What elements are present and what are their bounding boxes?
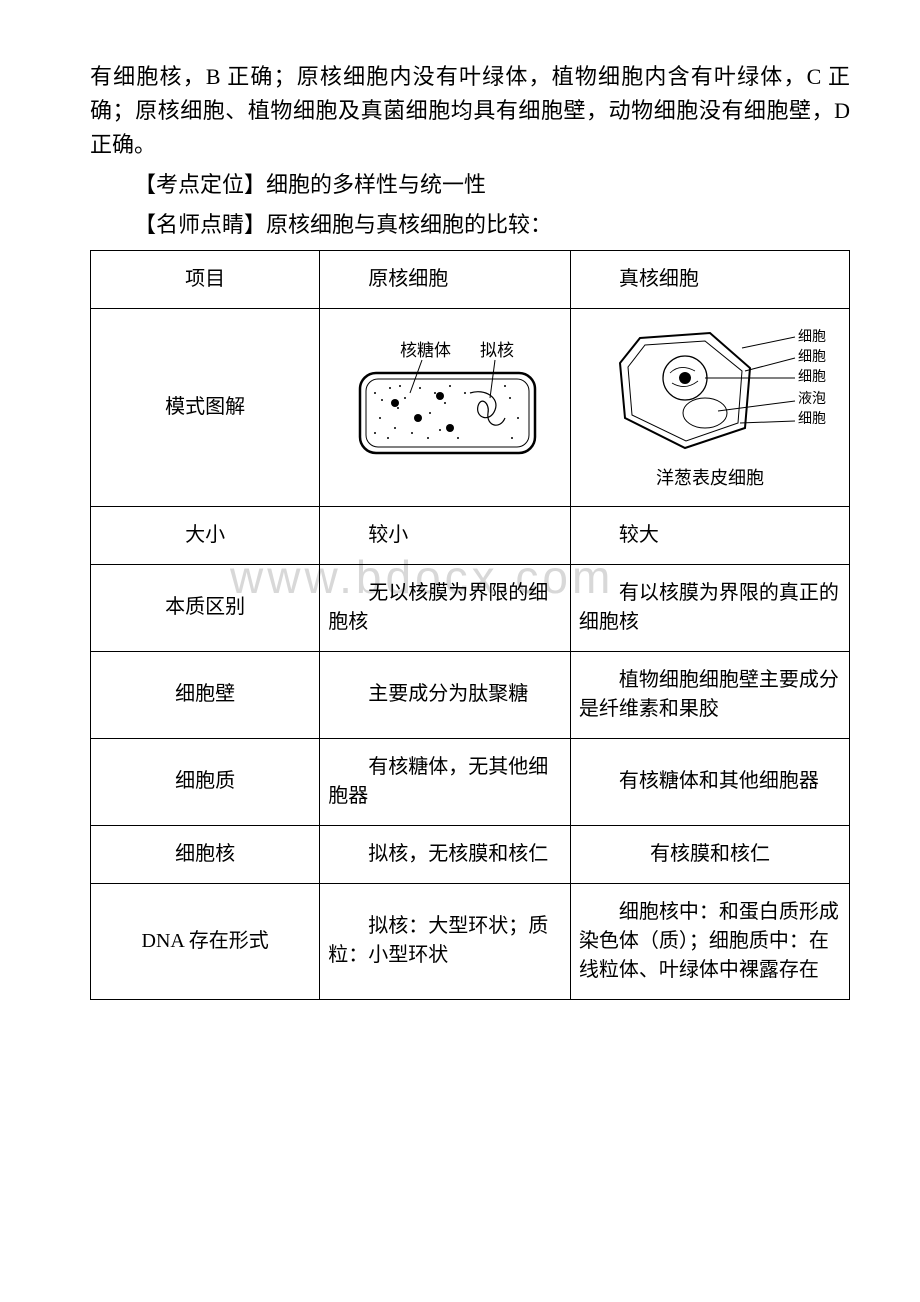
row0-c1: 大小 — [91, 506, 320, 564]
eu-label-1: 细胞 — [798, 349, 826, 365]
table-row: 细胞核 拟核，无核膜和核仁 有核膜和核仁 — [91, 825, 850, 883]
row2-c1: 细胞壁 — [91, 651, 320, 738]
row3-c2: 有核糖体，无其他细胞器 — [320, 738, 571, 825]
table-row: 细胞质 有核糖体，无其他细胞器 有核糖体和其他细胞器 — [91, 738, 850, 825]
row3-c2-text: 有核糖体，无其他细胞器 — [328, 753, 562, 811]
row3-c3-text: 有核糖体和其他细胞器 — [579, 767, 841, 796]
eu-label-2: 细胞 — [798, 369, 826, 385]
pro-label-ribosome: 核糖体 — [400, 341, 451, 360]
row0-c2-text: 较小 — [328, 521, 562, 550]
tip-label: 【名师点睛】 — [134, 212, 266, 237]
eu-label-3: 液泡 — [798, 391, 826, 407]
row5-c3-text: 细胞核中：和蛋白质形成染色体（质）；细胞质中：在线粒体、叶绿体中裸露存在 — [579, 898, 841, 985]
intro-paragraph: 有细胞核，B 正确；原核细胞内没有叶绿体，植物细胞内含有叶绿体，C 正确；原核细… — [90, 60, 850, 162]
header-col2: 原核细胞 — [320, 251, 571, 309]
row5-c2-text: 拟核：大型环状；质粒：小型环状 — [328, 912, 562, 970]
row1-c2: 无以核膜为界限的细胞核 — [320, 564, 571, 651]
row5-c3: 细胞核中：和蛋白质形成染色体（质）；细胞质中：在线粒体、叶绿体中裸露存在 — [570, 883, 849, 999]
tip-line: 【名师点睛】原核细胞与真核细胞的比较： — [90, 208, 850, 242]
header-col3-text: 真核细胞 — [579, 265, 841, 294]
row1-c3: 有以核膜为界限的真正的细胞核 — [570, 564, 849, 651]
eukaryote-diagram: 细胞 细胞 细胞 液泡 细胞 — [590, 323, 830, 463]
row4-c3: 有核膜和核仁 — [570, 825, 849, 883]
table-row: 本质区别 无以核膜为界限的细胞核 有以核膜为界限的真正的细胞核 — [91, 564, 850, 651]
row2-c2: 主要成分为肽聚糖 — [320, 651, 571, 738]
row4-c1: 细胞核 — [91, 825, 320, 883]
pro-label-nucleoid: 拟核 — [480, 341, 514, 360]
prokaryote-diagram-cell: 核糖体 拟核 — [320, 309, 571, 506]
row2-c2-text: 主要成分为肽聚糖 — [328, 680, 562, 709]
row0-c3-text: 较大 — [579, 521, 841, 550]
eukaryote-diagram-cell: 细胞 细胞 细胞 液泡 细胞 洋葱表皮细胞 — [570, 309, 849, 506]
row0-c3: 较大 — [570, 506, 849, 564]
table-row: DNA 存在形式 拟核：大型环状；质粒：小型环状 细胞核中：和蛋白质形成染色体（… — [91, 883, 850, 999]
row5-c2: 拟核：大型环状；质粒：小型环状 — [320, 883, 571, 999]
header-col2-text: 原核细胞 — [328, 265, 562, 294]
header-col1: 项目 — [91, 251, 320, 309]
row2-c3: 植物细胞细胞壁主要成分是纤维素和果胶 — [570, 651, 849, 738]
row3-c3: 有核糖体和其他细胞器 — [570, 738, 849, 825]
eu-label-4: 细胞 — [798, 411, 826, 427]
table-row: 细胞壁 主要成分为肽聚糖 植物细胞细胞壁主要成分是纤维素和果胶 — [91, 651, 850, 738]
table-row: 大小 较小 较大 — [91, 506, 850, 564]
point-text: 细胞的多样性与统一性 — [266, 172, 486, 197]
row1-c1: 本质区别 — [91, 564, 320, 651]
row3-c1: 细胞质 — [91, 738, 320, 825]
row2-c3-text: 植物细胞细胞壁主要成分是纤维素和果胶 — [579, 666, 841, 724]
point-label: 【考点定位】 — [134, 172, 266, 197]
eu-label-0: 细胞 — [798, 329, 826, 345]
tip-text: 原核细胞与真核细胞的比较： — [266, 212, 552, 237]
table-header-row: 项目 原核细胞 真核细胞 — [91, 251, 850, 309]
diagram-row: 模式图解 核糖体 拟核 — [91, 309, 850, 506]
comparison-table: 项目 原核细胞 真核细胞 模式图解 核糖体 拟核 — [90, 250, 850, 999]
row1-c2-text: 无以核膜为界限的细胞核 — [328, 579, 562, 637]
eu-diagram-caption: 洋葱表皮细胞 — [656, 465, 764, 491]
row4-c2-text: 拟核，无核膜和核仁 — [328, 840, 562, 869]
row5-c1: DNA 存在形式 — [91, 883, 320, 999]
diagram-row-label: 模式图解 — [91, 309, 320, 506]
header-col3: 真核细胞 — [570, 251, 849, 309]
point-line: 【考点定位】细胞的多样性与统一性 — [90, 168, 850, 202]
prokaryote-diagram: 核糖体 拟核 — [340, 338, 550, 478]
row0-c2: 较小 — [320, 506, 571, 564]
row1-c3-text: 有以核膜为界限的真正的细胞核 — [579, 579, 841, 637]
row4-c2: 拟核，无核膜和核仁 — [320, 825, 571, 883]
